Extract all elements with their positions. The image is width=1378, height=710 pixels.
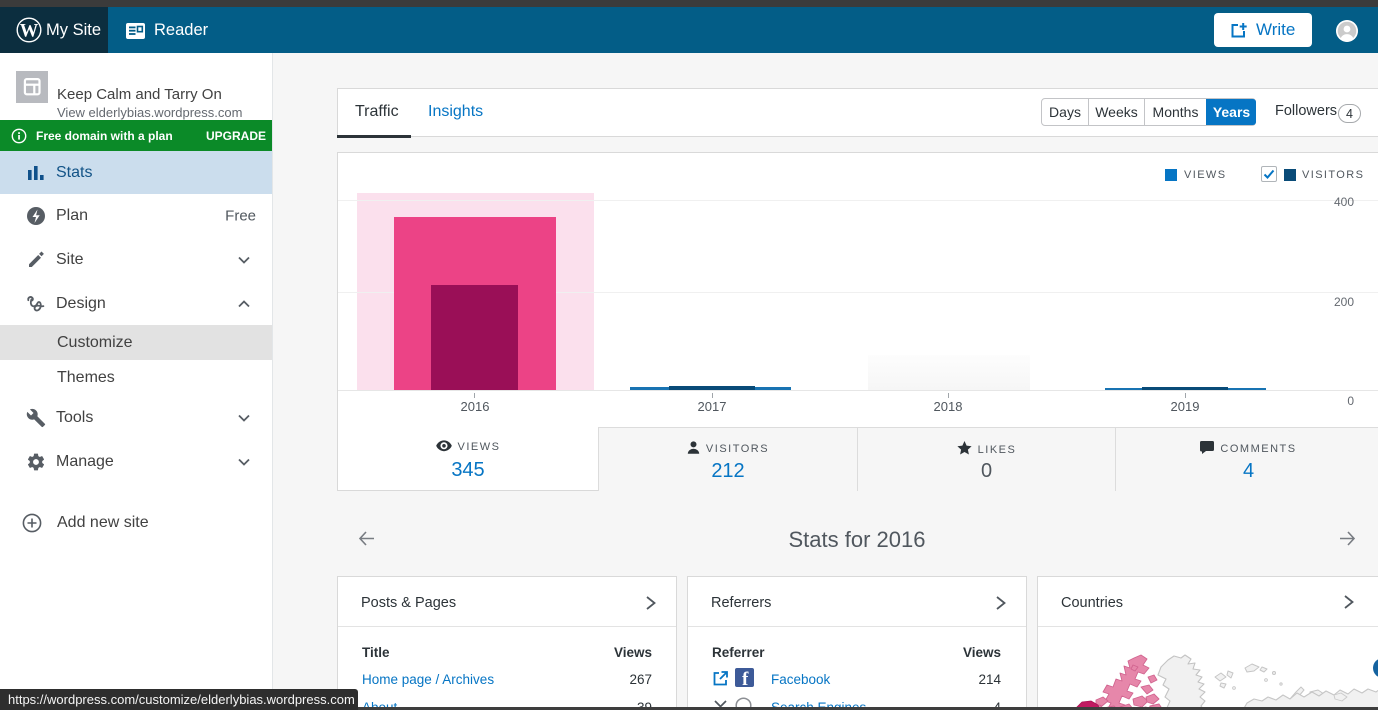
svg-text:W: W — [20, 21, 39, 41]
